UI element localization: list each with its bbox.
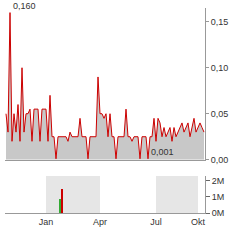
svg-text:Apr: Apr <box>93 217 107 227</box>
svg-text:0,160: 0,160 <box>13 1 36 11</box>
svg-text:Jan: Jan <box>39 217 54 227</box>
svg-text:Jul: Jul <box>150 217 162 227</box>
svg-text:Okt: Okt <box>191 217 206 227</box>
svg-text:0,15: 0,15 <box>211 17 229 27</box>
svg-text:2M: 2M <box>212 176 225 186</box>
svg-text:0,00: 0,00 <box>211 155 229 165</box>
svg-text:0M: 0M <box>212 208 225 218</box>
svg-text:1M: 1M <box>212 192 225 202</box>
svg-text:0,10: 0,10 <box>211 63 229 73</box>
svg-text:0,05: 0,05 <box>211 109 229 119</box>
svg-text:0,001: 0,001 <box>151 147 174 157</box>
